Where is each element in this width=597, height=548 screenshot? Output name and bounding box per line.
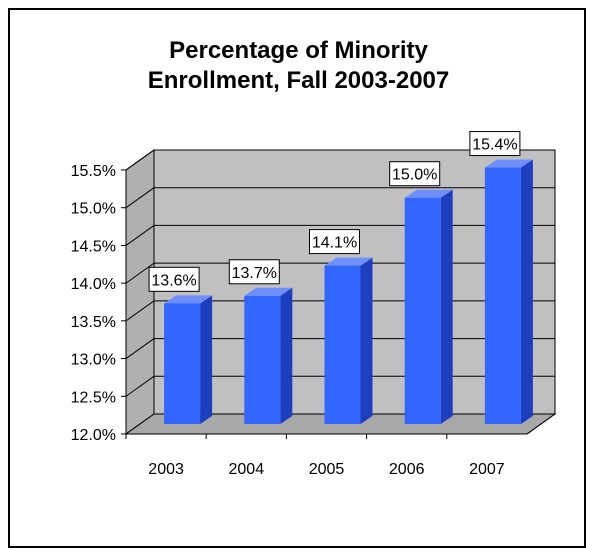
gridline-side	[125, 375, 155, 397]
bar-side	[280, 287, 293, 424]
data-label: 15.4%	[472, 137, 517, 154]
y-tick-label: 15.0%	[71, 201, 116, 218]
bar	[324, 265, 361, 424]
x-axis-depth	[526, 413, 556, 435]
bar	[164, 303, 201, 424]
chart-title: Percentage of Minority Enrollment, Fall …	[0, 36, 597, 96]
y-tick-label: 12.0%	[71, 427, 116, 444]
x-tick-label: 2007	[469, 461, 505, 478]
data-label: 15.0%	[392, 167, 437, 184]
chart-title-line-1: Percentage of Minority	[169, 37, 428, 64]
x-tick-label: 2006	[389, 461, 425, 478]
bar-chart: 12.0% 12.5% 13.0% 13.5% 14.0% 14.5% 15.0% 15.5%…	[71, 131, 557, 478]
y-tick-label: 13.0%	[71, 352, 116, 369]
x-tick-label: 2004	[229, 461, 265, 478]
bar-side	[200, 295, 213, 424]
bar-top	[404, 189, 453, 198]
bar	[244, 295, 281, 424]
bar-side	[520, 159, 533, 425]
gridline-side	[125, 300, 155, 322]
gridline-side	[125, 187, 155, 209]
y-tick-label: 13.5%	[71, 314, 116, 331]
data-label-box	[309, 229, 360, 255]
gridline-side	[125, 225, 155, 246]
chart-side-wall	[125, 149, 155, 435]
bar-top	[324, 257, 373, 266]
x-tick-label: 2003	[148, 461, 184, 478]
data-label: 13.7%	[232, 265, 277, 282]
bar	[484, 167, 521, 425]
data-label: 14.1%	[312, 235, 357, 252]
bar-side	[360, 257, 373, 424]
gridline-side	[125, 262, 155, 284]
bar-side	[440, 189, 453, 424]
bar	[404, 197, 441, 424]
y-tick-label: 15.5%	[71, 163, 116, 180]
chart-title-line-2: Enrollment, Fall 2003-2007	[147, 67, 450, 94]
gridline-side	[125, 338, 155, 359]
bar-top	[484, 159, 533, 168]
y-tick-label: 12.5%	[71, 389, 116, 406]
data-label-box	[228, 259, 280, 285]
data-label: 13.6%	[151, 272, 196, 289]
gridline-side	[125, 149, 155, 171]
data-label-box	[148, 266, 200, 292]
data-label-box	[469, 131, 521, 157]
data-label-box	[389, 161, 441, 187]
bar-top	[164, 295, 213, 304]
x-tick-label: 2005	[309, 461, 345, 478]
bar-top	[244, 287, 293, 296]
y-tick-label: 14.5%	[71, 238, 116, 255]
y-tick-label: 14.0%	[71, 276, 116, 293]
